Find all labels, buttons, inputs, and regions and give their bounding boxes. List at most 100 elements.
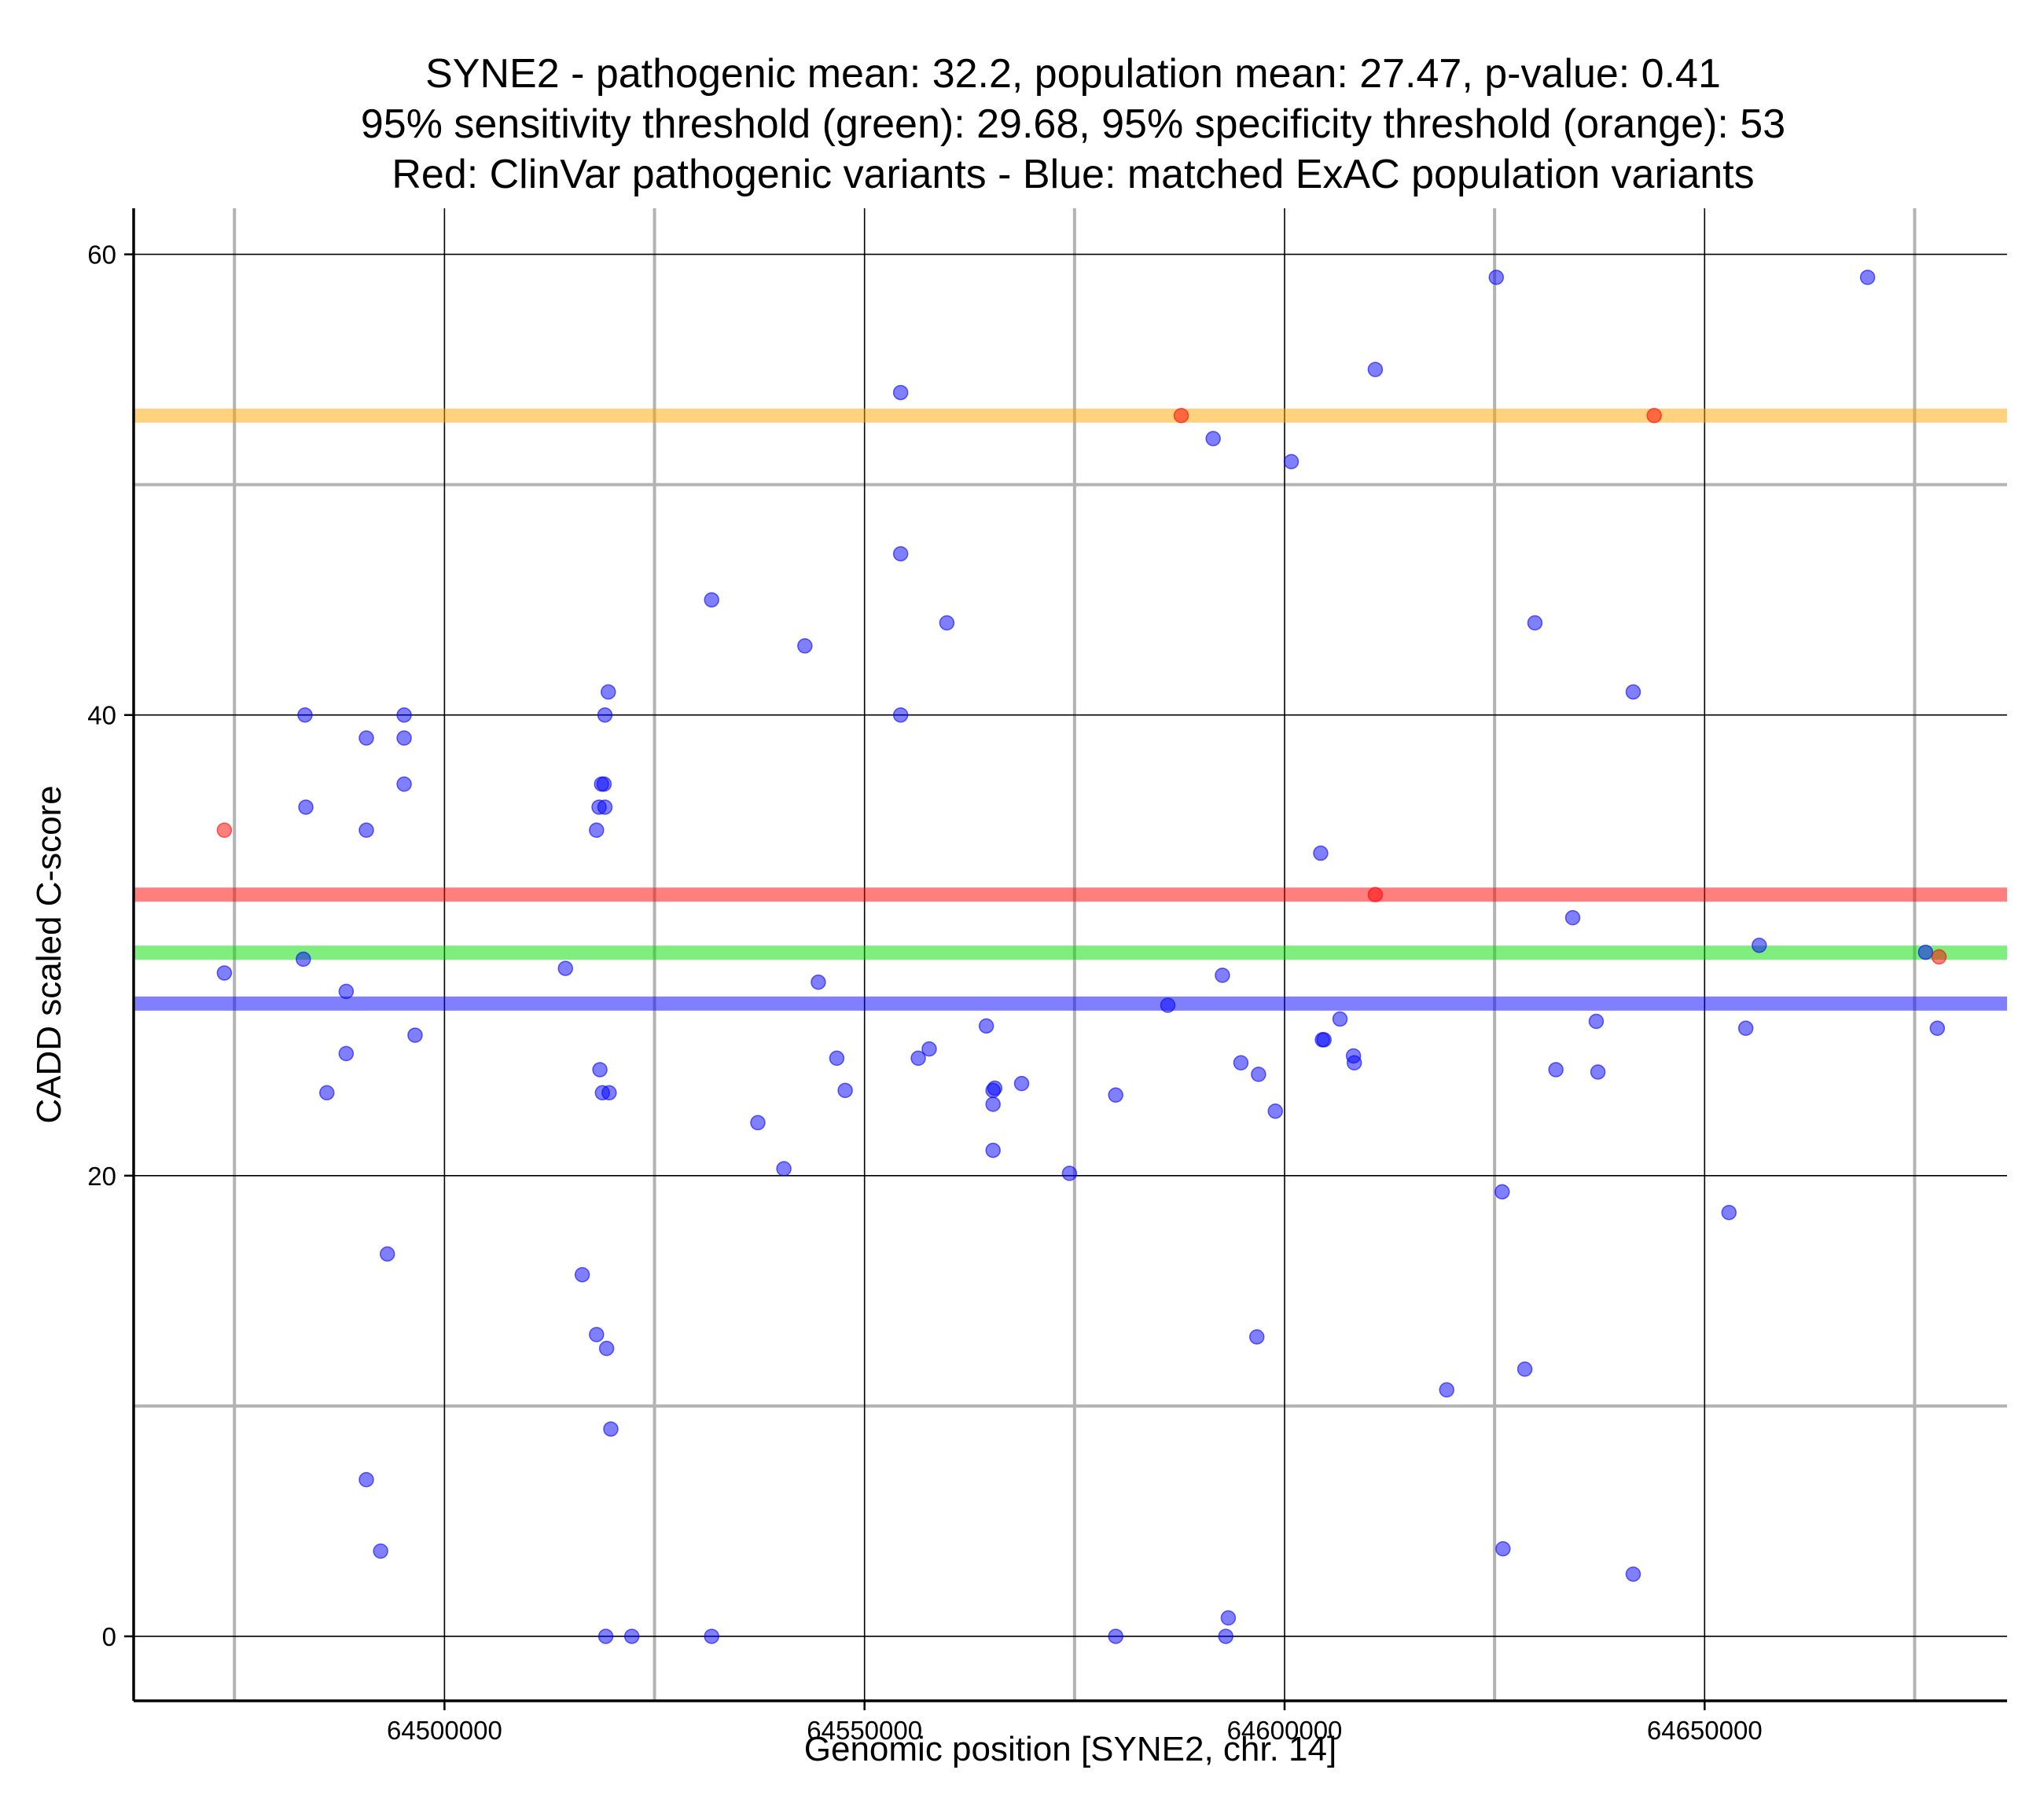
data-point xyxy=(1316,1032,1332,1048)
data-point xyxy=(1931,949,1947,965)
data-point xyxy=(358,730,374,746)
data-points xyxy=(216,270,1947,1644)
x-tick-label: 64550000 xyxy=(807,1716,922,1745)
chart-title: SYNE2 - pathogenic mean: 32.2, populatio… xyxy=(425,51,1721,97)
data-point xyxy=(589,822,605,838)
x-axis-title: Genomic position [SYNE2, chr. 14] xyxy=(804,1730,1336,1768)
data-point xyxy=(987,1080,1003,1096)
data-point xyxy=(1564,909,1581,926)
chart-subtitle-line-2: Red: ClinVar pathogenic variants - Blue:… xyxy=(392,152,1755,197)
data-point xyxy=(1061,1166,1078,1181)
threshold-lines xyxy=(134,408,2007,1011)
chart-title-block: SYNE2 - pathogenic mean: 32.2, populatio… xyxy=(134,49,2013,200)
data-point xyxy=(1220,1610,1237,1626)
data-point xyxy=(597,1629,614,1644)
data-point xyxy=(1917,944,1934,960)
data-point xyxy=(396,707,412,723)
data-point xyxy=(601,1085,617,1101)
data-point xyxy=(1548,1062,1564,1078)
x-tick-label: 64650000 xyxy=(1647,1716,1763,1745)
data-point xyxy=(1859,270,1876,285)
data-point xyxy=(298,799,314,815)
data-point xyxy=(811,974,826,990)
data-point xyxy=(1313,845,1329,861)
data-point xyxy=(910,1050,926,1067)
y-axis-title: CADD scaled C-score xyxy=(30,785,68,1123)
tick-labels: 64500000 64550000 64600000 64650000 0 20 40 60 xyxy=(87,241,1762,1745)
data-point xyxy=(296,951,311,968)
data-point xyxy=(1488,270,1505,285)
data-point xyxy=(1721,1204,1737,1221)
data-point xyxy=(1929,1020,1946,1037)
data-point xyxy=(338,1045,355,1062)
data-point xyxy=(597,799,613,815)
data-point xyxy=(216,965,233,981)
data-point xyxy=(1516,1361,1533,1377)
data-point xyxy=(1248,1329,1265,1345)
data-point xyxy=(704,592,719,608)
data-point xyxy=(978,1018,994,1034)
data-point xyxy=(1646,408,1662,424)
data-point xyxy=(407,1027,423,1043)
data-point xyxy=(601,684,616,700)
chart-subtitle-line-1: 95% sensitivity threshold (green): 29.68… xyxy=(360,101,1786,147)
data-point xyxy=(1160,997,1176,1013)
data-point xyxy=(892,707,909,723)
data-point xyxy=(1332,1011,1348,1027)
data-point xyxy=(1267,1103,1283,1119)
data-point xyxy=(892,384,909,401)
data-point xyxy=(704,1629,719,1644)
data-point xyxy=(1588,1013,1605,1030)
data-point xyxy=(1625,684,1641,700)
axes xyxy=(124,208,2007,1710)
data-point xyxy=(1013,1075,1030,1092)
data-point xyxy=(1494,1184,1510,1200)
data-point xyxy=(1218,1629,1233,1644)
data-point xyxy=(396,776,412,792)
x-tick-label: 64500000 xyxy=(387,1716,502,1745)
data-point xyxy=(596,776,612,792)
data-point xyxy=(1108,1087,1123,1103)
data-point xyxy=(1233,1055,1249,1070)
data-point xyxy=(216,822,233,838)
data-point xyxy=(1590,1064,1606,1080)
data-point xyxy=(598,1340,615,1357)
data-point xyxy=(939,615,955,631)
y-tick-label: 40 xyxy=(87,701,116,730)
data-point xyxy=(1205,431,1221,446)
data-point xyxy=(1367,887,1384,903)
data-point xyxy=(1108,1629,1123,1644)
x-tick-label: 64600000 xyxy=(1227,1716,1343,1745)
y-tick-label: 60 xyxy=(87,241,116,270)
data-point xyxy=(921,1041,937,1057)
data-point xyxy=(829,1050,845,1067)
data-point xyxy=(379,1246,395,1262)
data-point xyxy=(797,638,813,654)
data-point xyxy=(1283,454,1300,470)
data-point xyxy=(1527,615,1543,631)
data-point xyxy=(396,730,412,746)
data-point xyxy=(557,960,574,976)
data-point xyxy=(1346,1055,1362,1070)
data-point xyxy=(750,1114,766,1131)
data-point xyxy=(1439,1382,1454,1398)
data-point xyxy=(574,1267,590,1283)
data-point xyxy=(985,1096,1001,1112)
data-point xyxy=(1737,1020,1754,1037)
data-point xyxy=(837,1082,853,1099)
data-point xyxy=(338,983,355,1000)
data-point xyxy=(1215,968,1230,983)
data-point xyxy=(597,707,613,723)
data-point xyxy=(1752,938,1767,953)
data-point xyxy=(776,1161,792,1177)
data-point xyxy=(589,1327,605,1342)
data-point xyxy=(592,1062,608,1078)
data-point xyxy=(358,1471,374,1488)
data-point xyxy=(985,1142,1001,1159)
data-point xyxy=(297,707,313,723)
data-point xyxy=(1625,1566,1641,1582)
y-tick-label: 0 xyxy=(102,1622,116,1651)
data-point xyxy=(1251,1067,1266,1082)
data-point xyxy=(358,822,374,838)
